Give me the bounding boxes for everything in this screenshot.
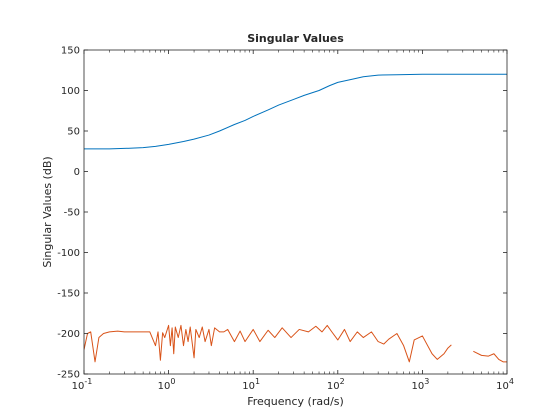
y-tick-label: -200 bbox=[57, 329, 80, 340]
y-tick-label: 50 bbox=[67, 127, 80, 138]
series-line-2 bbox=[84, 324, 507, 363]
series-line-1 bbox=[84, 73, 507, 150]
y-axis-label: Singular Values (dB) bbox=[41, 156, 54, 267]
y-tick-label: 150 bbox=[61, 46, 80, 57]
y-tick-label: -150 bbox=[57, 289, 80, 300]
y-tick-label: 100 bbox=[61, 86, 80, 97]
x-axis-label: Frequency (rad/s) bbox=[247, 395, 344, 408]
y-tick-label: 0 bbox=[74, 167, 80, 178]
y-tick-label: -250 bbox=[57, 370, 80, 381]
series-layer bbox=[84, 73, 507, 363]
plot-area: 10-1 100 101 102 103 104150100500-50-100-150-… bbox=[57, 46, 514, 393]
chart-title: Singular Values bbox=[247, 32, 344, 45]
axes-box bbox=[83, 49, 508, 375]
y-tick-label: -100 bbox=[57, 248, 80, 259]
axes-background bbox=[84, 50, 507, 374]
y-tick-label: -50 bbox=[64, 208, 80, 219]
